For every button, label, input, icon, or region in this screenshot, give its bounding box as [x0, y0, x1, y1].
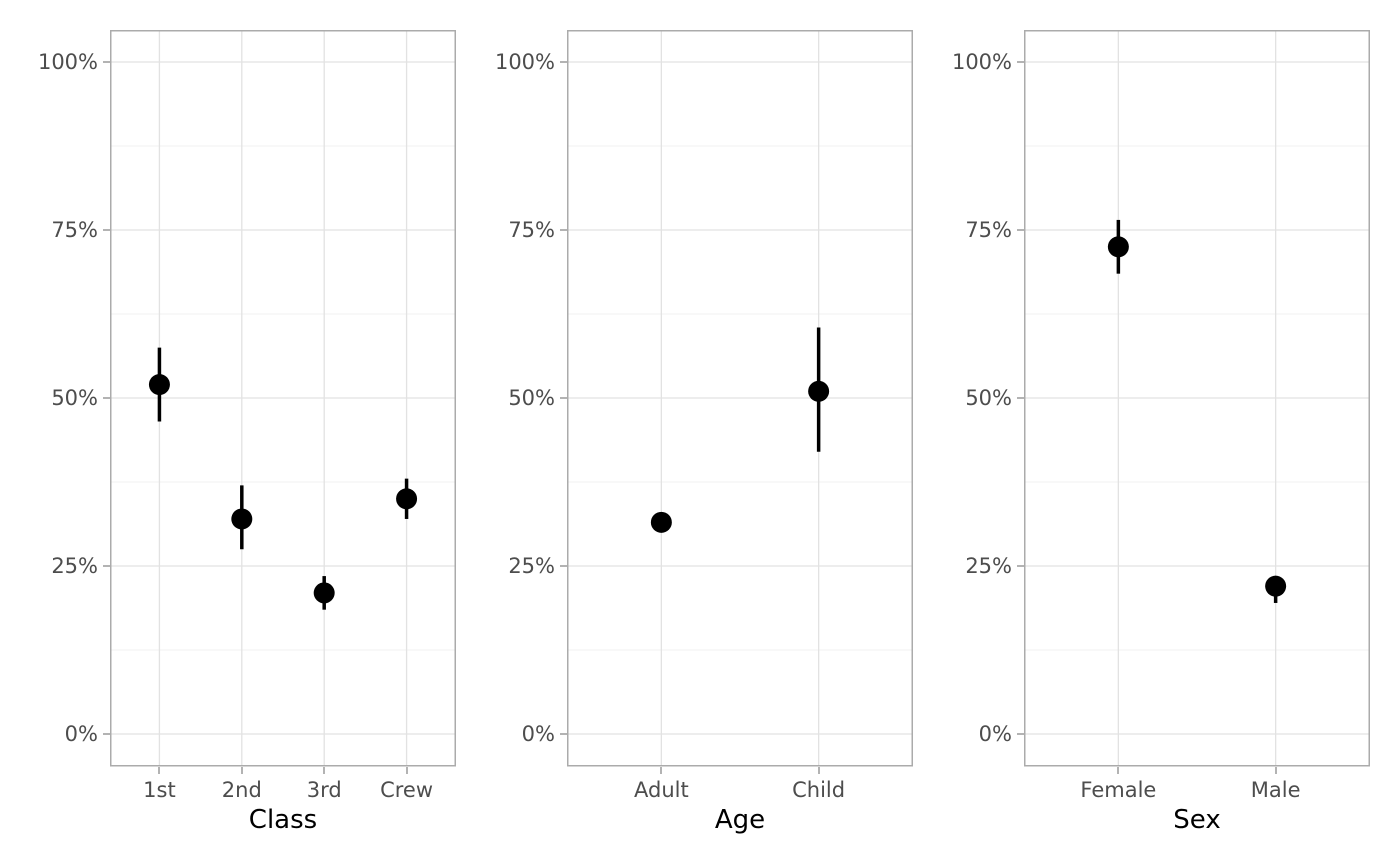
y-tick-mark [103, 397, 110, 399]
panel-sex [1024, 30, 1370, 767]
y-tick-label: 0% [978, 721, 1012, 746]
point-estimate-child [808, 380, 830, 402]
y-tick-mark [560, 733, 567, 735]
x-tick-mark [240, 766, 243, 774]
x-tick-label-adult: Adult [634, 777, 689, 802]
y-tick-mark [1017, 565, 1024, 567]
y-tick-mark [103, 229, 110, 231]
y-tick-label: 50% [508, 385, 555, 410]
y-tick-mark [1017, 61, 1024, 63]
y-tick-label: 100% [494, 49, 555, 74]
point-estimate-3rd [313, 582, 335, 604]
y-tick-label: 75% [965, 217, 1012, 242]
x-tick-label-crew: Crew [380, 777, 434, 802]
panel-border [110, 30, 456, 767]
y-tick-mark [560, 397, 567, 399]
x-tick-label-3rd: 3rd [306, 777, 342, 802]
x-tick-mark [158, 766, 161, 774]
y-tick-label: 0% [64, 721, 98, 746]
y-tick-mark [103, 565, 110, 567]
x-tick-mark [1274, 766, 1277, 774]
y-tick-label: 100% [37, 49, 98, 74]
panel-border [567, 30, 913, 767]
point-estimate-female [1107, 236, 1129, 258]
y-tick-label: 50% [51, 385, 98, 410]
x-tick-label-male: Male [1250, 777, 1301, 802]
y-tick-label: 50% [965, 385, 1012, 410]
x-tick-label-female: Female [1080, 777, 1157, 802]
x-tick-label-1st: 1st [143, 777, 176, 802]
x-tick-label-2nd: 2nd [221, 777, 262, 802]
y-tick-mark [1017, 397, 1024, 399]
y-tick-mark [560, 565, 567, 567]
point-estimate-adult [650, 511, 672, 533]
panel-class [110, 30, 456, 767]
x-tick-mark [660, 766, 663, 774]
x-tick-mark [1117, 766, 1120, 774]
y-tick-mark [1017, 229, 1024, 231]
x-tick-mark [405, 766, 408, 774]
y-tick-label: 75% [508, 217, 555, 242]
point-estimate-2nd [231, 508, 253, 530]
y-tick-label: 25% [965, 553, 1012, 578]
point-estimate-crew [396, 488, 418, 510]
y-tick-label: 75% [51, 217, 98, 242]
axis-title-sex: Sex [1173, 804, 1221, 835]
y-tick-mark [103, 61, 110, 63]
y-tick-mark [103, 733, 110, 735]
axis-title-age: Age [714, 804, 766, 835]
x-tick-mark [817, 766, 820, 774]
point-estimate-male [1265, 575, 1287, 597]
y-tick-label: 25% [508, 553, 555, 578]
panel-border [1024, 30, 1370, 767]
axis-title-class: Class [248, 804, 318, 835]
y-tick-mark [560, 229, 567, 231]
y-tick-label: 0% [521, 721, 555, 746]
x-tick-label-child: Child [792, 777, 846, 802]
y-tick-mark [560, 61, 567, 63]
x-tick-mark [323, 766, 326, 774]
y-tick-label: 100% [951, 49, 1012, 74]
point-estimate-1st [148, 374, 170, 396]
y-tick-mark [1017, 733, 1024, 735]
panel-age [567, 30, 913, 767]
y-tick-label: 25% [51, 553, 98, 578]
